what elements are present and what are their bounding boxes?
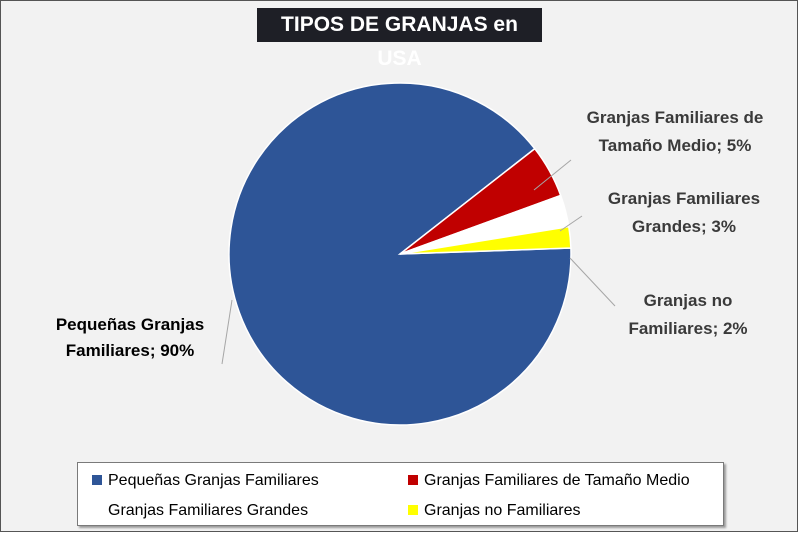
legend-item-pequenas: Pequeñas Granjas Familiares	[92, 470, 319, 492]
legend: Pequeñas Granjas Familiares Granjas Fami…	[77, 462, 724, 526]
chart-title: TIPOS DE GRANJAS en USA	[257, 8, 542, 70]
legend-label: Pequeñas Granjas Familiares	[108, 472, 319, 489]
legend-label: Granjas no Familiares	[424, 502, 581, 519]
data-label-no-familiares: Granjas no Familiares; 2%	[628, 291, 747, 338]
legend-swatch	[92, 504, 102, 515]
legend-item-tamano-medio: Granjas Familiares de Tamaño Medio	[408, 470, 690, 492]
slice-no-familiares	[399, 225, 572, 255]
legend-swatch	[408, 474, 418, 485]
data-label-grandes: Granjas Familiares Grandes; 3%	[608, 189, 760, 236]
data-label-tamano-medio: Granjas Familiares de Tamaño Medio; 5%	[587, 108, 764, 155]
legend-swatch	[92, 474, 102, 485]
legend-label: Granjas Familiares de Tamaño Medio	[424, 472, 690, 489]
legend-label: Granjas Familiares Grandes	[108, 502, 309, 519]
leader-line	[221, 299, 233, 365]
legend-item-no-familiares: Granjas no Familiares	[408, 500, 581, 522]
legend-swatch	[408, 504, 418, 515]
legend-item-grandes: Granjas Familiares Grandes	[92, 500, 308, 522]
data-label-pequenas: Pequeñas Granjas Familiares; 90%	[56, 315, 204, 360]
leader-line	[569, 257, 616, 307]
leader-line	[533, 159, 572, 191]
leader-line	[559, 215, 583, 232]
